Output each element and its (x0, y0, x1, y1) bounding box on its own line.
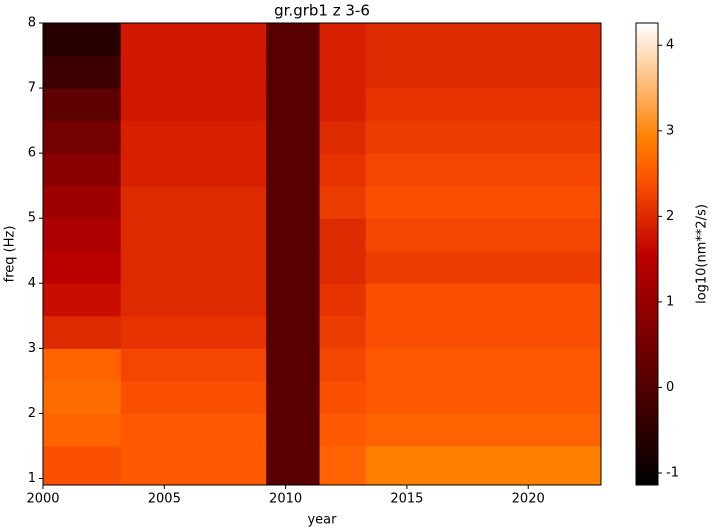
heatmap-cell (319, 88, 367, 122)
heatmap-cell (319, 218, 367, 252)
heatmap-cell (266, 283, 321, 317)
heatmap-cell (43, 348, 122, 382)
heatmap-cell (266, 315, 321, 349)
heatmap-cell (266, 413, 321, 447)
heatmap-cell (43, 413, 122, 447)
heatmap-cell (266, 348, 321, 382)
colorbar-tick-label: 2 (666, 209, 674, 224)
heatmap-cell (120, 380, 267, 414)
heatmap-cell (120, 153, 267, 187)
heatmap-cell (319, 23, 367, 57)
heatmap-cell (365, 283, 602, 317)
heatmap-cell (43, 185, 122, 219)
heatmap-cell (120, 250, 267, 284)
heatmap-cell (266, 153, 321, 187)
colorbar-label: log10(nm**2/s) (695, 204, 710, 304)
x-tick-label: 2020 (512, 492, 545, 507)
colorbar-tick-label: -1 (666, 466, 679, 481)
x-tick-label: 2000 (26, 492, 59, 507)
heatmap-cell (365, 185, 602, 219)
heatmap-cell (266, 445, 321, 486)
heatmap-cell (319, 380, 367, 414)
heatmap-cell (365, 250, 602, 284)
heatmap-cell (266, 250, 321, 284)
x-axis-label: year (307, 513, 337, 528)
heatmap-cell (266, 120, 321, 154)
heatmap-cell (43, 380, 122, 414)
y-axis-label: freq (Hz) (3, 226, 18, 283)
heatmap-cell (365, 55, 602, 89)
y-tick-label: 5 (28, 211, 36, 226)
heatmap-cell (120, 55, 267, 89)
colorbar-tick-label: 0 (666, 380, 674, 395)
heatmap-cell (266, 185, 321, 219)
y-tick-label: 1 (28, 471, 36, 486)
chart-title: gr.grb1 z 3-6 (274, 2, 370, 20)
heatmap-cell (120, 283, 267, 317)
heatmap-cell (120, 88, 267, 122)
heatmap-cell (365, 348, 602, 382)
heatmap-cell (319, 413, 367, 447)
heatmap-cell (319, 120, 367, 154)
heatmap-cell (43, 55, 122, 89)
heatmap-cell (365, 153, 602, 187)
heatmap-cell (319, 153, 367, 187)
heatmap-cell (319, 445, 367, 486)
heatmap-cell (319, 55, 367, 89)
heatmap-cell (120, 348, 267, 382)
heatmap-cell (43, 218, 122, 252)
heatmap-cell (266, 55, 321, 89)
heatmap-cell (365, 88, 602, 122)
heatmap-cell (43, 23, 122, 57)
heatmap-cell (365, 380, 602, 414)
heatmap-cell (365, 23, 602, 57)
colorbar-tick-label: 1 (666, 294, 674, 309)
colorbar-tick-label: 3 (666, 123, 674, 138)
heatmap-cell (319, 185, 367, 219)
heatmap-cell (43, 250, 122, 284)
heatmap-cell (120, 315, 267, 349)
y-tick-label: 4 (28, 276, 36, 291)
heatmap-cell (266, 23, 321, 57)
y-tick-label: 6 (28, 146, 36, 161)
heatmap-cell (365, 218, 602, 252)
heatmap-cell (43, 283, 122, 317)
heatmap-cell (266, 218, 321, 252)
heatmap-cell (365, 120, 602, 154)
heatmap-cell (43, 153, 122, 187)
heatmap-cell (120, 120, 267, 154)
colorbar (635, 22, 659, 486)
heatmap-cell (319, 283, 367, 317)
x-tick-label: 2005 (148, 492, 181, 507)
heatmap-cell (43, 315, 122, 349)
y-tick-label: 7 (28, 81, 36, 96)
heatmap-cell (319, 250, 367, 284)
heatmap-cell (319, 348, 367, 382)
heatmap-cell (43, 120, 122, 154)
y-tick-label: 8 (28, 16, 36, 31)
heatmap-cell (120, 23, 267, 57)
heatmap-cell (365, 413, 602, 447)
heatmap-cell (43, 88, 122, 122)
y-tick-label: 3 (28, 341, 36, 356)
heatmap-cell (120, 445, 267, 486)
heatmap-cell (365, 315, 602, 349)
heatmap-cell (120, 218, 267, 252)
plot-frame (42, 22, 602, 486)
colorbar-tick-label: 4 (666, 38, 674, 53)
y-tick-label: 2 (28, 406, 36, 421)
heatmap-cell (120, 413, 267, 447)
heatmap-cell (319, 315, 367, 349)
heatmap-cell (266, 380, 321, 414)
heatmap-cell (43, 445, 122, 486)
heatmap-cell (120, 185, 267, 219)
heatmap-cell (266, 88, 321, 122)
x-tick-label: 2015 (390, 492, 423, 507)
x-tick-label: 2010 (269, 492, 302, 507)
heatmap-cell (365, 445, 602, 486)
